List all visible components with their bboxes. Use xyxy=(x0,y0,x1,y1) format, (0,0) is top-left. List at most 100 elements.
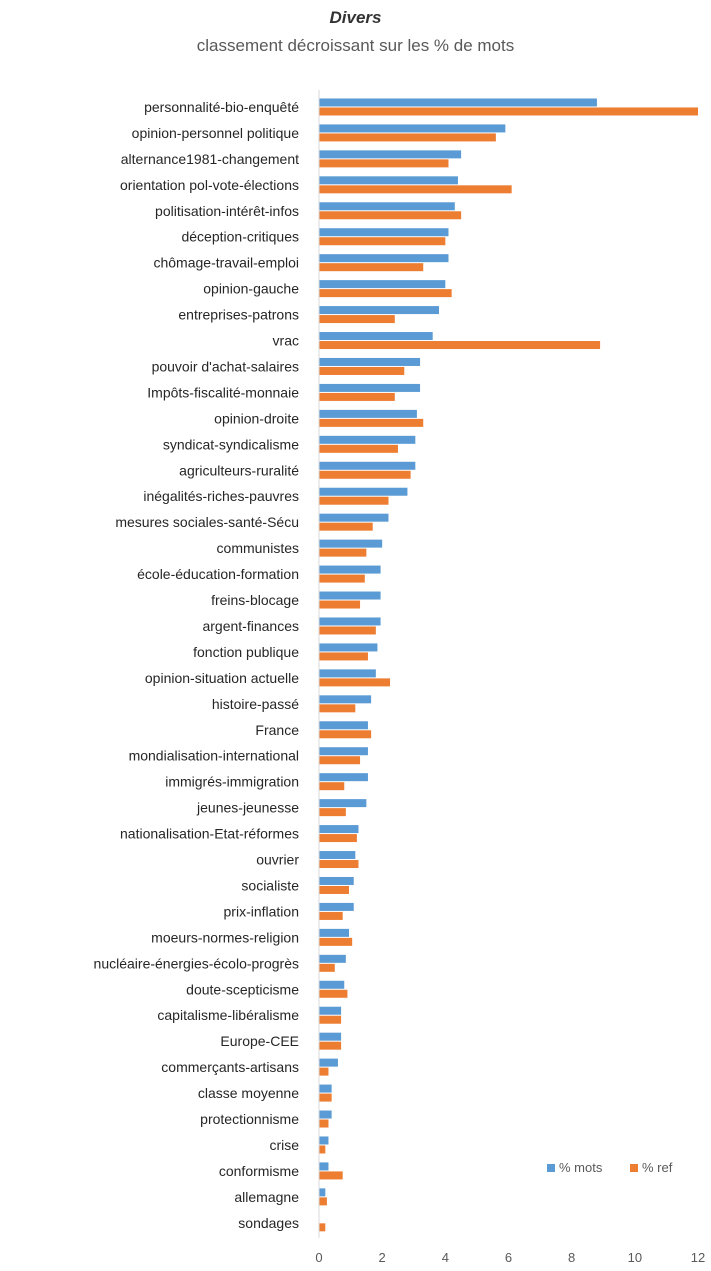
bar-ref xyxy=(319,963,335,972)
bar-ref xyxy=(319,1171,343,1180)
category-label: moeurs-normes-religion xyxy=(151,929,299,945)
category-label: opinion-situation actuelle xyxy=(145,670,299,686)
category-label: France xyxy=(255,722,299,738)
bar-ref xyxy=(319,1145,326,1154)
legend-swatch-ref xyxy=(630,1164,638,1172)
bar-mots xyxy=(319,928,350,937)
category-label: Europe-CEE xyxy=(220,1033,299,1049)
bar-mots xyxy=(319,332,433,341)
bar-mots xyxy=(319,851,356,860)
bar-ref xyxy=(319,756,361,765)
category-label: alternance1981-changement xyxy=(121,151,299,167)
bar-mots xyxy=(319,280,446,289)
bar-mots xyxy=(319,825,359,834)
category-label: école-éducation-formation xyxy=(137,566,299,582)
category-label: orientation pol-vote-élections xyxy=(120,177,299,193)
x-tick-label: 6 xyxy=(505,1250,512,1265)
category-label: opinion-gauche xyxy=(203,281,299,297)
category-label: personnalité-bio-enquêté xyxy=(144,99,299,115)
bar-mots xyxy=(319,1058,338,1067)
bar-mots xyxy=(319,902,354,911)
category-label: crise xyxy=(269,1137,299,1153)
x-tick-label: 12 xyxy=(691,1250,705,1265)
legend-swatch-mots xyxy=(547,1164,555,1172)
bar-ref xyxy=(319,782,345,791)
bar-ref xyxy=(319,366,405,375)
bar-mots xyxy=(319,202,455,211)
bar-mots xyxy=(319,383,421,392)
bar-mots xyxy=(319,357,421,366)
bar-mots xyxy=(319,435,416,444)
category-label: conformisme xyxy=(219,1163,299,1179)
x-tick-label: 4 xyxy=(442,1250,449,1265)
bar-mots xyxy=(319,98,597,107)
category-label: opinion-personnel politique xyxy=(132,125,300,141)
bar-ref xyxy=(319,211,462,220)
bar-ref xyxy=(319,885,350,894)
bar-ref xyxy=(319,522,373,531)
category-label: inégalités-riches-pauvres xyxy=(143,488,299,504)
category-label: ouvrier xyxy=(256,852,299,868)
bar-mots xyxy=(319,695,372,704)
category-label: mesures sociales-santé-Sécu xyxy=(115,514,299,530)
bar-ref xyxy=(319,1197,327,1206)
category-label: Impôts-fiscalité-monnaie xyxy=(147,384,299,400)
category-label: doute-scepticisme xyxy=(186,981,299,997)
bar-mots xyxy=(319,176,458,185)
category-label: nationalisation-Etat-réformes xyxy=(120,826,299,842)
bar-mots xyxy=(319,1032,342,1041)
category-label: nucléaire-énergies-écolo-progrès xyxy=(94,955,299,971)
bar-ref xyxy=(319,860,359,869)
bar-ref xyxy=(319,418,424,427)
bar-ref xyxy=(319,574,365,583)
category-label: agriculteurs-ruralité xyxy=(179,462,299,478)
category-label: fonction publique xyxy=(193,644,299,660)
bar-ref xyxy=(319,626,376,635)
bar-ref xyxy=(319,704,356,713)
bar-ref xyxy=(319,341,601,350)
category-label: protectionnisme xyxy=(200,1111,299,1127)
bar-ref xyxy=(319,185,512,194)
bar-mots xyxy=(319,1084,332,1093)
bar-mots xyxy=(319,799,367,808)
bar-mots xyxy=(319,409,417,418)
bar-mots xyxy=(319,954,346,963)
category-label: commerçants-artisans xyxy=(161,1059,299,1075)
category-label: capitalisme-libéralisme xyxy=(157,1007,299,1023)
bar-mots xyxy=(319,1110,332,1119)
bar-ref xyxy=(319,730,372,739)
bar-ref xyxy=(319,263,424,272)
category-label: communistes xyxy=(217,540,299,556)
bar-ref xyxy=(319,1015,342,1024)
bar-mots xyxy=(319,565,381,574)
bar-mots xyxy=(319,617,381,626)
category-labels: personnalité-bio-enquêté opinion-personne… xyxy=(94,99,300,1231)
bar-mots xyxy=(319,306,440,315)
bar-ref xyxy=(319,989,348,998)
x-tick-label: 8 xyxy=(568,1250,575,1265)
category-label: allemagne xyxy=(234,1189,299,1205)
bar-ref xyxy=(319,107,698,116)
chart-title: Divers xyxy=(329,8,382,27)
bar-ref xyxy=(319,678,391,687)
bar-mots xyxy=(319,124,506,133)
bar-ref xyxy=(319,1223,326,1232)
bar-ref xyxy=(319,159,449,168)
bar-ref xyxy=(319,548,367,557)
bar-mots xyxy=(319,539,383,548)
category-label: jeunes-jeunesse xyxy=(196,800,299,816)
bar-ref xyxy=(319,834,357,843)
x-tick-label: 10 xyxy=(628,1250,642,1265)
bar-mots xyxy=(319,980,345,989)
category-label: histoire-passé xyxy=(212,696,299,712)
bar-ref xyxy=(319,1067,329,1076)
category-label: argent-finances xyxy=(202,618,299,634)
bar-ref xyxy=(319,237,446,246)
category-label: socialiste xyxy=(241,877,299,893)
bar-ref xyxy=(319,289,452,298)
category-label: classe moyenne xyxy=(198,1085,299,1101)
x-tick-label: 0 xyxy=(315,1250,322,1265)
bar-mots xyxy=(319,747,368,756)
bar-mots xyxy=(319,150,462,159)
bar-ref xyxy=(319,392,395,401)
